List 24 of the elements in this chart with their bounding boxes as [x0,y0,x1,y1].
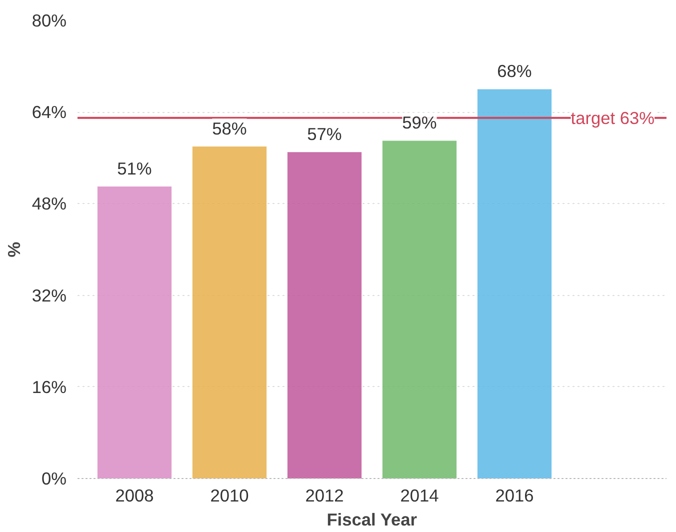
x-tick-label: 2008 [115,486,154,506]
data-label: 51% [117,158,152,179]
x-tick-label: 2014 [400,486,440,506]
y-tick-label: 48% [32,194,67,214]
y-tick-label: 80% [32,10,67,30]
bar [97,186,172,478]
y-tick-label: 64% [32,102,67,122]
bar [287,152,362,478]
data-label: 59% [402,112,437,133]
data-label: 68% [497,61,532,82]
data-label: 58% [212,118,247,138]
bar [192,146,267,478]
y-axis-title: % [4,242,24,258]
x-tick-label: 2012 [305,486,344,506]
y-tick-label: 0% [41,468,66,488]
y-tick-label: 16% [32,376,67,397]
ref-line-label: target 63% [570,108,655,128]
x-tick-label: 2016 [495,486,534,506]
data-label: 57% [307,124,342,144]
x-tick-label: 2010 [210,486,249,506]
x-axis-title: Fiscal Year [326,510,418,530]
bar [477,89,552,478]
y-tick-label: 32% [32,285,67,306]
bar [382,140,457,478]
